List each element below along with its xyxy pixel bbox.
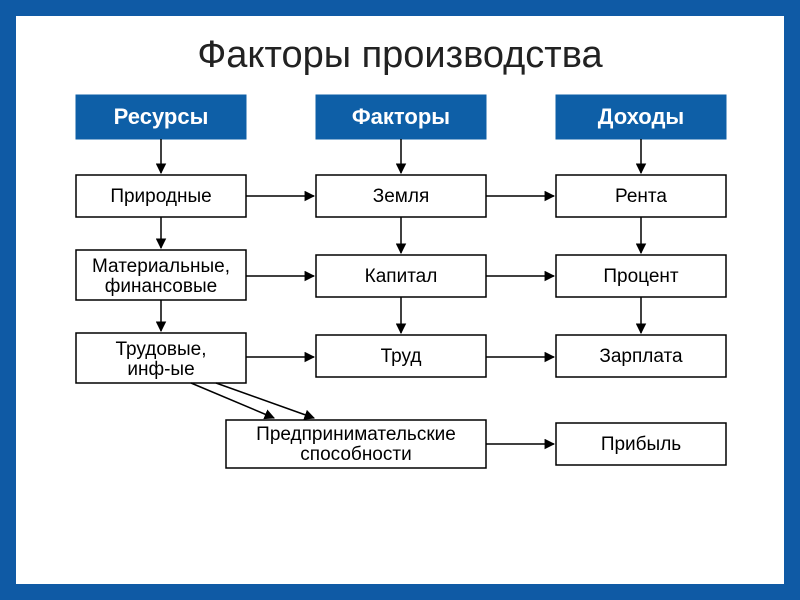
node-natural: Природные [76, 175, 246, 217]
flowchart-canvas: Ресурсы Факторы Доходы Природные Земля Р… [16, 85, 784, 565]
node-rent: Рента [556, 175, 726, 217]
svg-text:Прибыль: Прибыль [601, 434, 681, 455]
svg-text:Ресурсы: Ресурсы [114, 104, 209, 129]
svg-text:способности: способности [300, 444, 411, 465]
svg-text:Земля: Земля [373, 186, 429, 207]
header-incomes: Доходы [556, 95, 726, 139]
svg-text:Трудовые,: Трудовые, [115, 339, 206, 360]
svg-text:Процент: Процент [603, 266, 679, 287]
svg-text:Капитал: Капитал [365, 266, 438, 287]
node-labor-info: Трудовые, инф-ые [76, 333, 246, 383]
svg-text:Рента: Рента [615, 186, 667, 207]
node-profit: Прибыль [556, 423, 726, 465]
svg-text:финансовые: финансовые [105, 276, 217, 297]
node-salary: Зарплата [556, 335, 726, 377]
node-entrepreneurship: Предпринимательские способности [226, 420, 486, 468]
svg-text:Предпринимательские: Предпринимательские [256, 424, 456, 445]
header-resources: Ресурсы [76, 95, 246, 139]
node-work: Труд [316, 335, 486, 377]
node-capital: Капитал [316, 255, 486, 297]
diagram-title: Факторы производства [16, 34, 784, 77]
node-material-financial: Материальные, финансовые [76, 250, 246, 300]
svg-text:Зарплата: Зарплата [599, 346, 683, 367]
node-percent: Процент [556, 255, 726, 297]
svg-text:Доходы: Доходы [598, 104, 684, 129]
svg-text:Материальные,: Материальные, [92, 256, 230, 277]
svg-text:Труд: Труд [381, 346, 422, 367]
svg-text:инф-ые: инф-ые [127, 359, 194, 380]
header-factors: Факторы [316, 95, 486, 139]
node-land: Земля [316, 175, 486, 217]
svg-text:Факторы: Факторы [352, 104, 450, 129]
svg-text:Природные: Природные [110, 186, 211, 207]
